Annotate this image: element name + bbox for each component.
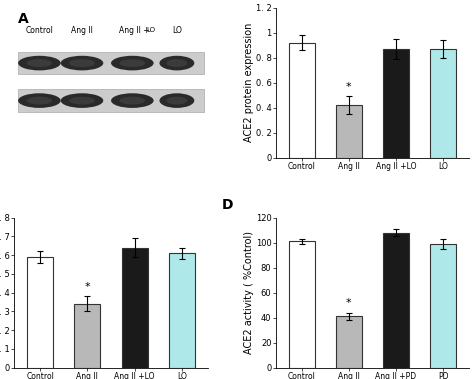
Ellipse shape	[119, 59, 145, 67]
Text: *: *	[346, 298, 352, 308]
Bar	[336, 316, 362, 368]
Ellipse shape	[18, 56, 61, 70]
FancyBboxPatch shape	[18, 52, 204, 74]
Bar	[27, 257, 53, 368]
Text: LO: LO	[146, 27, 155, 33]
Text: *: *	[85, 282, 90, 292]
Ellipse shape	[69, 97, 95, 105]
Ellipse shape	[27, 59, 52, 67]
Bar	[289, 241, 315, 368]
Text: LO: LO	[172, 26, 182, 34]
Ellipse shape	[61, 93, 103, 108]
Text: Control: Control	[26, 26, 54, 34]
Ellipse shape	[166, 97, 187, 105]
Ellipse shape	[27, 97, 52, 105]
Y-axis label: ACE2 activity ( %Control): ACE2 activity ( %Control)	[244, 231, 255, 354]
Text: D: D	[221, 197, 233, 211]
Text: Ang II: Ang II	[71, 26, 93, 34]
Bar	[383, 233, 409, 368]
Bar	[74, 304, 100, 368]
Y-axis label: ACE2 protein expression: ACE2 protein expression	[244, 23, 254, 142]
Bar	[430, 244, 456, 368]
Text: Ang II +: Ang II +	[119, 26, 150, 34]
Ellipse shape	[119, 97, 145, 105]
Bar	[383, 49, 409, 158]
Bar	[169, 253, 195, 368]
Text: B: B	[221, 0, 232, 2]
Ellipse shape	[111, 93, 154, 108]
Bar	[289, 42, 315, 158]
Ellipse shape	[166, 59, 187, 67]
Ellipse shape	[18, 93, 61, 108]
Ellipse shape	[61, 56, 103, 70]
Bar	[336, 105, 362, 158]
Bar	[122, 247, 147, 368]
FancyBboxPatch shape	[18, 89, 204, 112]
Ellipse shape	[159, 56, 194, 70]
Ellipse shape	[111, 56, 154, 70]
Ellipse shape	[69, 59, 95, 67]
Ellipse shape	[159, 93, 194, 108]
Text: A: A	[18, 12, 29, 26]
Bar	[430, 49, 456, 158]
Text: *: *	[346, 82, 352, 92]
